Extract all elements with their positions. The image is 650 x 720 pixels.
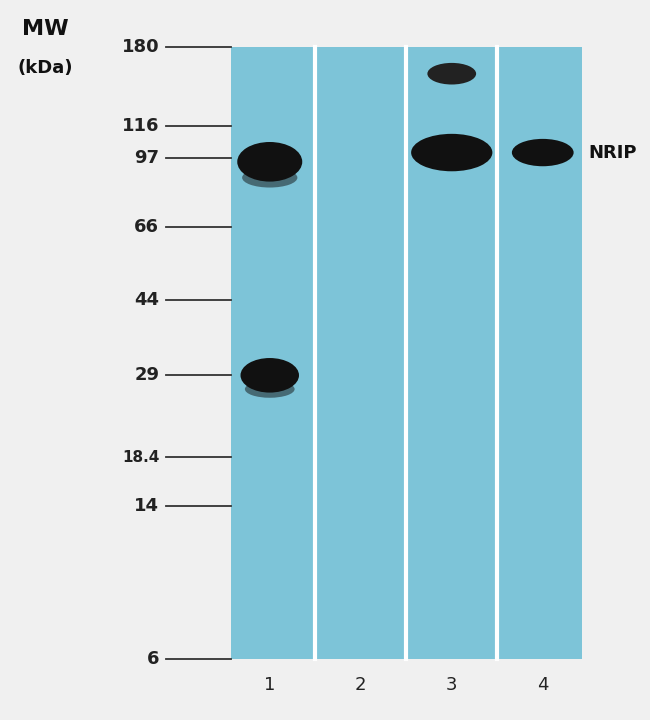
Ellipse shape bbox=[240, 358, 299, 392]
Text: 180: 180 bbox=[122, 37, 159, 55]
Ellipse shape bbox=[512, 139, 573, 166]
Text: 66: 66 bbox=[135, 218, 159, 236]
Ellipse shape bbox=[427, 63, 476, 84]
Text: NRIP: NRIP bbox=[588, 143, 637, 161]
Text: 18.4: 18.4 bbox=[122, 450, 159, 464]
Text: MW: MW bbox=[22, 19, 69, 39]
Text: 44: 44 bbox=[135, 292, 159, 310]
Ellipse shape bbox=[245, 380, 294, 397]
Text: 2: 2 bbox=[355, 677, 367, 694]
Text: 14: 14 bbox=[135, 498, 159, 516]
Bar bbox=[231, 47, 582, 659]
Text: (kDa): (kDa) bbox=[18, 60, 73, 78]
Text: 4: 4 bbox=[537, 677, 549, 694]
Ellipse shape bbox=[242, 168, 298, 187]
Text: 97: 97 bbox=[135, 149, 159, 167]
Text: 29: 29 bbox=[135, 366, 159, 384]
Text: 6: 6 bbox=[147, 649, 159, 668]
Text: 3: 3 bbox=[446, 677, 458, 694]
Text: 1: 1 bbox=[264, 677, 276, 694]
Ellipse shape bbox=[237, 142, 302, 181]
Text: 116: 116 bbox=[122, 117, 159, 135]
Ellipse shape bbox=[411, 134, 493, 171]
